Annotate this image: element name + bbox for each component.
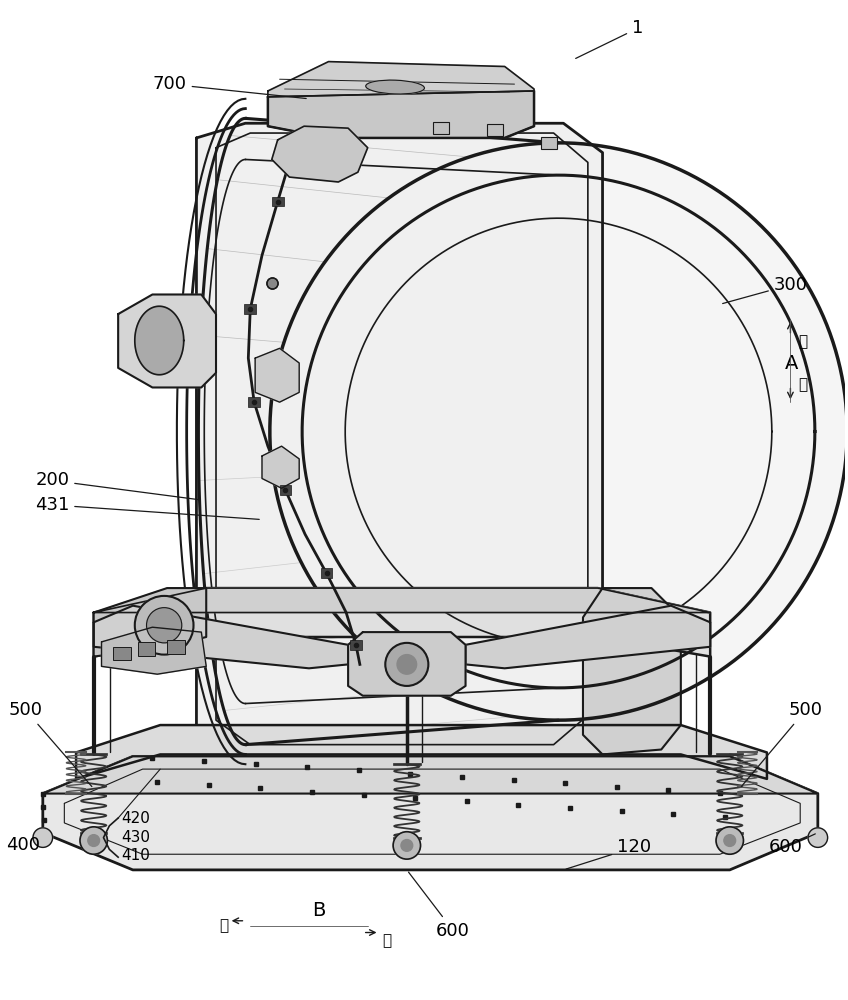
Text: 400: 400 (6, 836, 40, 854)
Bar (167, 640, 185, 654)
Bar (487, 124, 503, 136)
Text: 600: 600 (409, 872, 470, 940)
Polygon shape (102, 627, 206, 674)
Circle shape (147, 608, 181, 643)
Polygon shape (198, 118, 559, 745)
Polygon shape (349, 632, 466, 696)
Text: 下: 下 (798, 377, 807, 392)
Polygon shape (262, 446, 299, 488)
Text: 410: 410 (121, 848, 150, 863)
Text: 500: 500 (741, 701, 823, 787)
Circle shape (80, 827, 108, 854)
Text: B: B (312, 901, 326, 920)
Bar (541, 137, 556, 149)
Polygon shape (93, 588, 710, 613)
Polygon shape (270, 143, 847, 720)
Polygon shape (42, 756, 817, 870)
Circle shape (397, 655, 416, 674)
Polygon shape (268, 62, 534, 97)
Bar (272, 197, 283, 206)
Bar (244, 304, 256, 314)
Circle shape (393, 832, 421, 859)
Text: 200: 200 (36, 471, 198, 500)
Text: 300: 300 (722, 276, 808, 304)
Circle shape (135, 596, 193, 655)
Bar (433, 122, 449, 134)
Circle shape (385, 643, 428, 686)
Text: 120: 120 (566, 838, 651, 869)
Text: 600: 600 (769, 834, 815, 856)
Circle shape (401, 840, 413, 851)
Circle shape (33, 828, 53, 847)
Polygon shape (268, 91, 534, 138)
Polygon shape (583, 588, 681, 754)
Text: 1: 1 (576, 19, 644, 58)
Polygon shape (93, 588, 206, 657)
Polygon shape (42, 756, 817, 794)
Circle shape (88, 835, 99, 846)
Bar (280, 485, 292, 495)
Text: A: A (784, 354, 798, 373)
Polygon shape (466, 606, 710, 668)
Bar (321, 568, 332, 578)
Polygon shape (93, 606, 349, 668)
Polygon shape (255, 348, 299, 402)
Polygon shape (76, 725, 767, 779)
Polygon shape (135, 306, 184, 375)
Text: 500: 500 (8, 701, 92, 787)
Text: 700: 700 (153, 75, 306, 99)
Bar (114, 647, 131, 660)
Polygon shape (272, 126, 368, 182)
Polygon shape (118, 295, 216, 387)
Bar (248, 397, 260, 407)
Text: 430: 430 (121, 830, 150, 845)
Circle shape (724, 835, 735, 846)
Polygon shape (268, 65, 534, 138)
Polygon shape (197, 123, 603, 759)
Text: 后: 后 (220, 918, 229, 933)
Polygon shape (93, 588, 710, 657)
Text: 前: 前 (382, 933, 392, 948)
Bar (137, 642, 155, 656)
Text: 420: 420 (121, 811, 150, 826)
Ellipse shape (365, 80, 425, 94)
Circle shape (808, 828, 828, 847)
Text: 431: 431 (35, 496, 259, 519)
Bar (350, 640, 362, 650)
Circle shape (716, 827, 744, 854)
Text: 上: 上 (798, 334, 807, 349)
